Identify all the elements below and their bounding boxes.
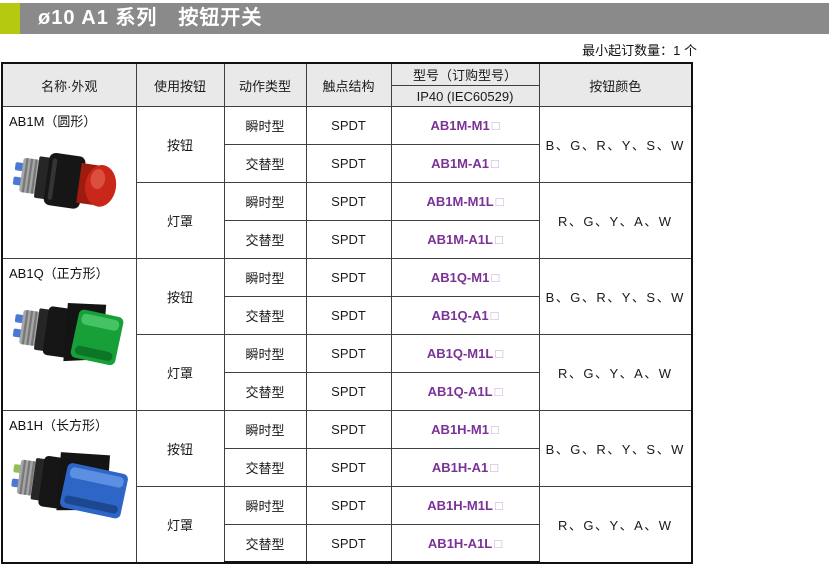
color-code-box: □ xyxy=(495,194,504,209)
model-number: AB1Q-A1 xyxy=(431,308,489,323)
color-code-box: □ xyxy=(490,308,499,323)
color-code-box: □ xyxy=(494,498,503,513)
model-number: AB1M-A1 xyxy=(431,156,489,171)
contact-cell: SPDT xyxy=(305,410,392,449)
action-type-cell: 瞬时型 xyxy=(223,106,307,145)
action-type-cell: 瞬时型 xyxy=(223,258,307,297)
action-type-cell: 交替型 xyxy=(223,372,307,411)
product-cell-ab1q: AB1Q（正方形） xyxy=(1,258,137,411)
model-number: AB1Q-M1 xyxy=(430,270,490,285)
color-code-box: □ xyxy=(491,118,500,133)
model-number: AB1Q-M1L xyxy=(426,346,494,361)
use-button-cell: 灯罩 xyxy=(135,334,225,411)
color-code-box: □ xyxy=(490,460,499,475)
col-header-model: 型号（订购型号） xyxy=(390,62,540,86)
model-cell: AB1H-M1 □ xyxy=(390,410,540,449)
contact-cell: SPDT xyxy=(305,486,392,525)
model-number: AB1H-A1L xyxy=(427,535,493,551)
lens-colors-cell: R、G、Y、A、W xyxy=(538,334,693,411)
contact-cell: SPDT xyxy=(305,220,392,259)
product-spec-table: 名称·外观 使用按钮 动作类型 触点结构 型号（订购型号） 按钮颜色 IP40 … xyxy=(1,62,693,564)
color-code-box: □ xyxy=(491,270,500,285)
product-name: AB1M（圆形） xyxy=(9,114,97,129)
color-code-box: □ xyxy=(490,422,499,437)
use-button-cell: 按钮 xyxy=(135,106,225,183)
lens-colors-cell: R、G、Y、A、W xyxy=(538,486,693,563)
model-number: AB1M-M1L xyxy=(426,194,494,209)
action-type-cell: 瞬时型 xyxy=(223,486,307,525)
model-cell: AB1H-M1L □ xyxy=(390,486,540,525)
color-code-box: □ xyxy=(490,156,499,171)
model-cell: AB1H-A1L □ xyxy=(390,524,540,564)
model-number: AB1H-M1L xyxy=(427,498,493,513)
use-button-cell: 按钮 xyxy=(135,410,225,487)
contact-cell: SPDT xyxy=(305,296,392,335)
col-header-button-color: 按钮颜色 xyxy=(538,62,693,107)
accent-square xyxy=(0,3,20,34)
model-number: AB1H-A1 xyxy=(431,460,489,475)
product-photo-round-red xyxy=(12,152,116,209)
action-type-cell: 交替型 xyxy=(223,524,307,564)
button-colors-cell: B、G、R、Y、S、W xyxy=(538,258,693,335)
model-number: AB1M-A1L xyxy=(427,232,493,247)
model-cell: AB1H-A1 □ xyxy=(390,448,540,487)
col-header-ip-rating: IP40 (IEC60529) xyxy=(390,85,540,107)
col-header-action-type: 动作类型 xyxy=(223,62,307,107)
action-type-cell: 瞬时型 xyxy=(223,182,307,221)
action-type-cell: 瞬时型 xyxy=(223,334,307,373)
action-type-cell: 交替型 xyxy=(223,220,307,259)
color-code-box: □ xyxy=(494,535,503,551)
contact-cell: SPDT xyxy=(305,182,392,221)
contact-cell: SPDT xyxy=(305,372,392,411)
use-button-cell: 按钮 xyxy=(135,258,225,335)
model-cell: AB1M-M1L □ xyxy=(390,182,540,221)
use-button-cell: 灯罩 xyxy=(135,486,225,563)
contact-cell: SPDT xyxy=(305,334,392,373)
model-number: AB1H-M1 xyxy=(431,422,489,437)
contact-cell: SPDT xyxy=(305,106,392,145)
color-code-box: □ xyxy=(494,232,503,247)
product-name: AB1H（长方形） xyxy=(9,418,108,433)
model-number: AB1Q-A1L xyxy=(427,384,493,399)
model-cell: AB1M-M1 □ xyxy=(390,106,540,145)
col-header-contact-structure: 触点结构 xyxy=(305,62,392,107)
model-cell: AB1Q-M1 □ xyxy=(390,258,540,297)
product-photo-rect-blue xyxy=(11,452,128,519)
model-number: AB1M-M1 xyxy=(430,118,490,133)
use-button-cell: 灯罩 xyxy=(135,182,225,259)
action-type-cell: 瞬时型 xyxy=(223,410,307,449)
contact-cell: SPDT xyxy=(305,258,392,297)
min-order-note: 最小起订数量：1 个 xyxy=(582,43,697,58)
product-cell-ab1h: AB1H（长方形） xyxy=(1,410,137,563)
product-photo-square-green xyxy=(12,302,124,366)
product-cell-ab1m: AB1M（圆形） xyxy=(1,106,137,259)
col-header-name-appearance: 名称·外观 xyxy=(1,62,137,107)
model-cell: AB1M-A1L □ xyxy=(390,220,540,259)
button-colors-cell: B、G、R、Y、S、W xyxy=(538,410,693,487)
action-type-cell: 交替型 xyxy=(223,144,307,183)
button-colors-cell: B、G、R、Y、S、W xyxy=(538,106,693,183)
lens-colors-cell: R、G、Y、A、W xyxy=(538,182,693,259)
model-cell: AB1Q-A1L □ xyxy=(390,372,540,411)
model-cell: AB1Q-A1 □ xyxy=(390,296,540,335)
contact-cell: SPDT xyxy=(305,524,392,564)
color-code-box: □ xyxy=(495,346,504,361)
col-header-use-button: 使用按钮 xyxy=(135,62,225,107)
model-cell: AB1M-A1 □ xyxy=(390,144,540,183)
page-title: ø10 A1 系列 按钮开关 xyxy=(38,7,263,29)
model-cell: AB1Q-M1L □ xyxy=(390,334,540,373)
contact-cell: SPDT xyxy=(305,144,392,183)
product-name: AB1Q（正方形） xyxy=(9,266,109,281)
action-type-cell: 交替型 xyxy=(223,296,307,335)
color-code-box: □ xyxy=(494,384,503,399)
contact-cell: SPDT xyxy=(305,448,392,487)
action-type-cell: 交替型 xyxy=(223,448,307,487)
page-header-bar: ø10 A1 系列 按钮开关 xyxy=(0,3,829,34)
